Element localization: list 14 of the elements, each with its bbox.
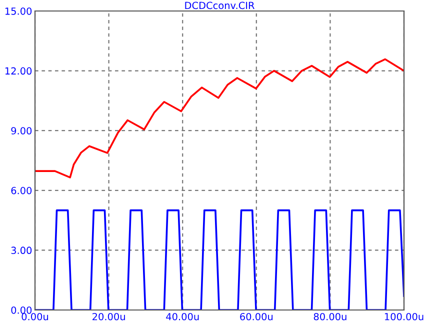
y-tick-label: 3.00 bbox=[11, 246, 32, 254]
x-tick-label: 0.00u bbox=[22, 312, 48, 320]
y-tick-label: 12.00 bbox=[5, 67, 32, 75]
y-tick-label: 0.00 bbox=[11, 306, 32, 314]
chart-title: DCDCconv.CIR bbox=[185, 2, 254, 10]
line-series bbox=[35, 58, 404, 178]
x-tick-label: 20.00u bbox=[92, 312, 125, 320]
x-tick-label: 100.00u bbox=[384, 312, 424, 320]
x-tick-label: 40.00u bbox=[166, 312, 199, 320]
y-tick-label: 6.00 bbox=[11, 186, 32, 194]
x-tick-label: 80.00u bbox=[314, 312, 346, 320]
y-tick-label: 15.00 bbox=[5, 7, 32, 15]
x-tick-label: 60.00u bbox=[240, 312, 273, 320]
y-tick-label: 9.00 bbox=[11, 127, 32, 134]
